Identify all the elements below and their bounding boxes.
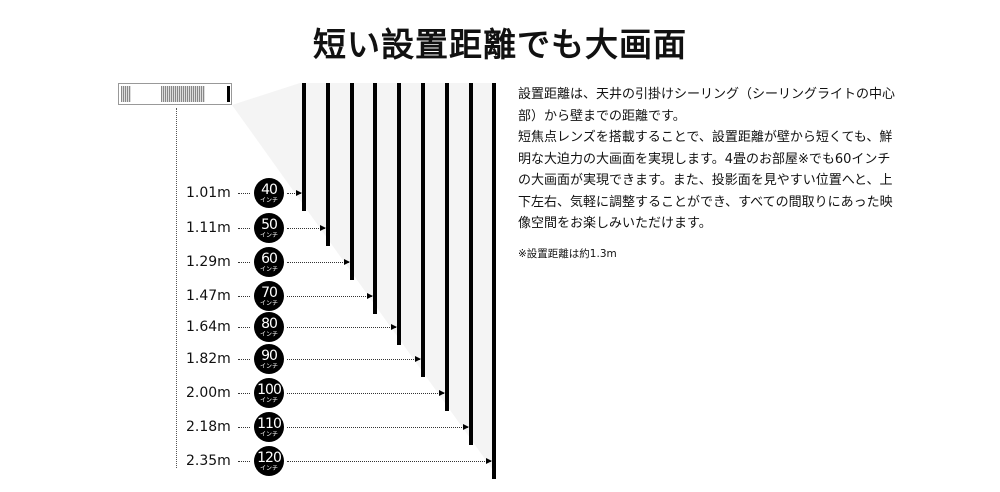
distance-label: 2.35m bbox=[186, 453, 231, 469]
dotted-line bbox=[238, 227, 250, 229]
size-badge: 110 インチ bbox=[254, 412, 284, 442]
distance-label: 1.47m bbox=[186, 288, 231, 304]
ceiling-center-line bbox=[176, 108, 177, 468]
size-badge: 70 インチ bbox=[254, 281, 284, 311]
distance-row: 1.11m 50 インチ bbox=[186, 213, 326, 243]
distance-row: 2.35m 120 インチ bbox=[186, 446, 492, 476]
distance-row: 2.00m 100 インチ bbox=[186, 378, 445, 408]
lens-icon bbox=[227, 86, 230, 102]
size-value: 70 bbox=[261, 284, 278, 301]
distance-label: 1.64m bbox=[186, 319, 231, 335]
size-value: 60 bbox=[261, 250, 278, 267]
distance-label: 2.18m bbox=[186, 419, 231, 435]
size-value: 100 bbox=[257, 381, 282, 398]
distance-label: 1.01m bbox=[186, 185, 231, 201]
screen-bar bbox=[397, 83, 401, 345]
size-badge: 80 インチ bbox=[254, 312, 284, 342]
distance-row: 1.47m 70 インチ bbox=[186, 281, 373, 311]
size-value: 40 bbox=[261, 181, 278, 198]
screen-bar bbox=[302, 83, 306, 211]
distance-row: 2.18m 110 インチ bbox=[186, 412, 469, 442]
page-title: 短い設置距離でも大画面 bbox=[313, 25, 687, 64]
size-unit: インチ bbox=[259, 299, 278, 307]
dotted-line bbox=[238, 460, 250, 462]
size-unit: インチ bbox=[259, 231, 278, 239]
dotted-line bbox=[238, 392, 250, 394]
distance-label: 1.82m bbox=[186, 351, 231, 367]
description: 設置距離は、天井の引掛けシーリング（シーリングライトの中心部）から壁までの距離で… bbox=[518, 84, 898, 235]
projector-illustration bbox=[118, 83, 232, 105]
screen-bar bbox=[350, 83, 354, 280]
size-value: 120 bbox=[257, 449, 282, 466]
size-badge: 60 インチ bbox=[254, 247, 284, 277]
size-unit: インチ bbox=[259, 196, 278, 204]
arrow-icon bbox=[287, 224, 326, 231]
dotted-line bbox=[238, 295, 250, 297]
size-badge: 100 インチ bbox=[254, 378, 284, 408]
distance-label: 2.00m bbox=[186, 385, 231, 401]
distance-row: 1.64m 80 インチ bbox=[186, 312, 397, 342]
size-unit: インチ bbox=[259, 464, 278, 472]
size-badge: 120 インチ bbox=[254, 446, 284, 476]
dotted-line bbox=[238, 358, 250, 360]
screen-bar bbox=[469, 83, 473, 445]
description-paragraph: 短焦点レンズを搭載することで、設置距離が壁から短くても、鮮明な大迫力の大画面を実… bbox=[518, 130, 893, 231]
size-badge: 90 インチ bbox=[254, 344, 284, 374]
arrow-icon bbox=[287, 323, 397, 330]
size-value: 50 bbox=[261, 216, 278, 233]
arrow-icon bbox=[287, 389, 445, 396]
arrow-icon bbox=[287, 457, 492, 464]
arrow-icon bbox=[287, 292, 373, 299]
screen-bar bbox=[445, 83, 449, 411]
size-unit: インチ bbox=[259, 362, 278, 370]
distance-row: 1.01m 40 インチ bbox=[186, 178, 302, 208]
arrow-icon bbox=[287, 258, 350, 265]
dotted-line bbox=[238, 192, 250, 194]
screen-bar bbox=[326, 83, 330, 246]
size-value: 90 bbox=[261, 347, 278, 364]
arrow-icon bbox=[287, 189, 302, 196]
size-badge: 50 インチ bbox=[254, 213, 284, 243]
size-unit: インチ bbox=[259, 430, 278, 438]
size-unit: インチ bbox=[259, 330, 278, 338]
screen-bar bbox=[492, 83, 496, 479]
dotted-line bbox=[238, 326, 250, 328]
arrow-icon bbox=[287, 355, 421, 362]
distance-label: 1.11m bbox=[186, 220, 231, 236]
footnote: ※設置距離は約1.3m bbox=[518, 248, 617, 260]
size-badge: 40 インチ bbox=[254, 178, 284, 208]
distance-row: 1.29m 60 インチ bbox=[186, 247, 350, 277]
dotted-line bbox=[238, 261, 250, 263]
size-unit: インチ bbox=[259, 265, 278, 273]
distance-label: 1.29m bbox=[186, 254, 231, 270]
distance-row: 1.82m 90 インチ bbox=[186, 344, 421, 374]
size-unit: インチ bbox=[259, 396, 278, 404]
screen-bar bbox=[373, 83, 377, 314]
arrow-icon bbox=[287, 423, 469, 430]
screen-bar bbox=[421, 83, 425, 377]
size-value: 110 bbox=[257, 415, 282, 432]
dotted-line bbox=[238, 426, 250, 428]
size-value: 80 bbox=[261, 315, 278, 332]
description-paragraph: 設置距離は、天井の引掛けシーリング（シーリングライトの中心部）から壁までの距離で… bbox=[518, 87, 896, 124]
